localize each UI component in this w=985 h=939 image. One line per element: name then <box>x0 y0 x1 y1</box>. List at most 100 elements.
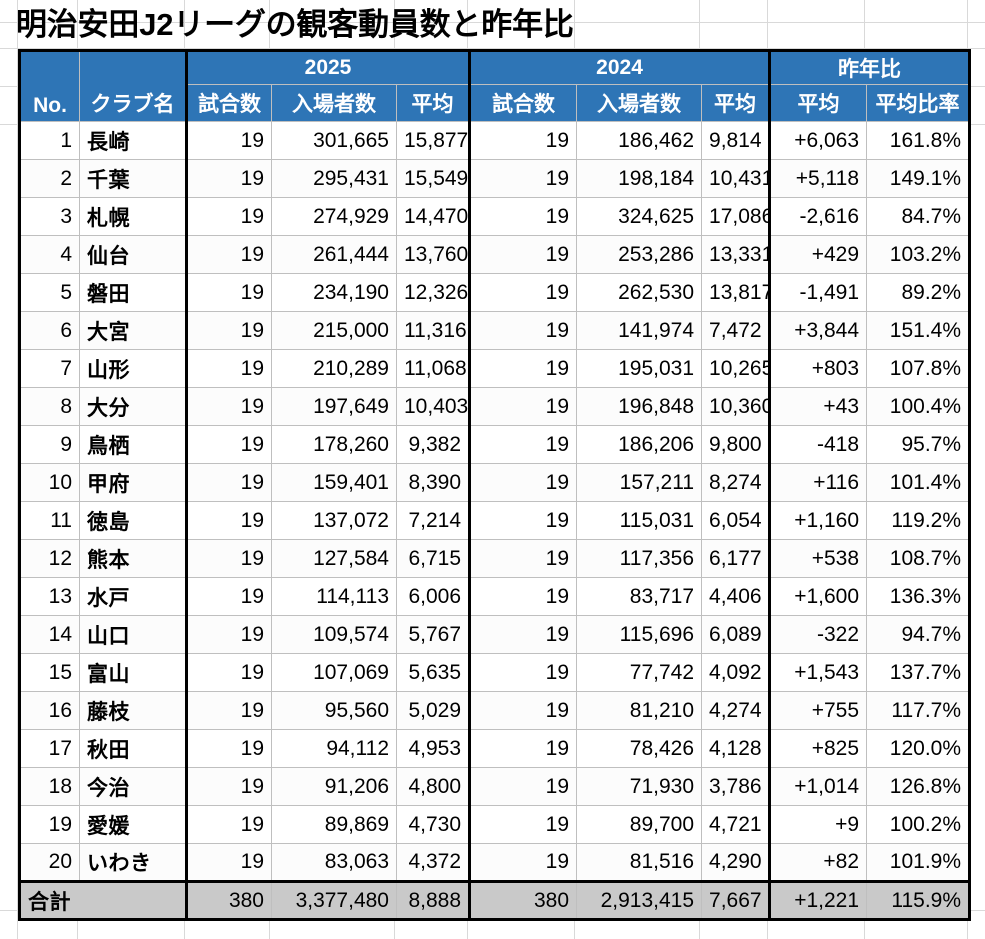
cell-2024-matches: 19 <box>468 615 578 654</box>
col-header-2024-attendance: 入場者数 <box>576 84 703 122</box>
cell-2024-matches: 19 <box>468 349 578 388</box>
cell-2024-attendance: 77,742 <box>576 653 703 692</box>
cell-2025-average: 12,326 <box>395 273 471 312</box>
cell-2024-average: 17,086 <box>701 197 771 236</box>
total-2024-matches: 380 <box>468 881 578 921</box>
table-row: 13 水戸 19 114,113 6,006 19 83,717 4,406 +1,600 136… <box>18 577 972 616</box>
total-label: 合計 <box>18 881 187 921</box>
table-row: 5 磐田 19 234,190 12,326 19 262,530 13,817 -1,491 8… <box>18 273 972 312</box>
cell-2025-attendance: 109,574 <box>271 615 397 654</box>
cell-club: 徳島 <box>79 501 187 540</box>
total-2024-average: 7,667 <box>701 881 771 921</box>
cell-yoy-average: +82 <box>768 843 868 883</box>
table-row: 3 札幌 19 274,929 14,470 19 324,625 17,086 -2,616 8… <box>18 197 972 236</box>
table-row: 14 山口 19 109,574 5,767 19 115,696 6,089 -322 94.7… <box>18 615 972 654</box>
col-header-club: クラブ名 <box>79 49 187 122</box>
cell-2025-matches: 19 <box>185 577 272 616</box>
cell-2024-average: 6,089 <box>701 615 771 654</box>
cell-2025-attendance: 127,584 <box>271 539 397 578</box>
cell-2024-attendance: 196,848 <box>576 387 703 426</box>
cell-yoy-ratio: 136.3% <box>866 577 972 616</box>
cell-2025-average: 9,382 <box>395 425 471 464</box>
cell-2025-matches: 19 <box>185 349 272 388</box>
cell-2024-attendance: 83,717 <box>576 577 703 616</box>
cell-yoy-ratio: 95.7% <box>866 425 972 464</box>
cell-no: 18 <box>18 767 80 806</box>
cell-club: 磐田 <box>79 273 187 312</box>
cell-2024-matches: 19 <box>468 425 578 464</box>
cell-2024-attendance: 78,426 <box>576 729 703 768</box>
cell-club: 水戸 <box>79 577 187 616</box>
cell-yoy-average: +5,118 <box>768 159 868 198</box>
cell-2025-matches: 19 <box>185 501 272 540</box>
cell-2025-attendance: 234,190 <box>271 273 397 312</box>
table-body: 1 長崎 19 301,665 15,877 19 186,462 9,814 +6,063 16… <box>18 121 972 921</box>
cell-2024-average: 4,406 <box>701 577 771 616</box>
cell-club: 鳥栖 <box>79 425 187 464</box>
cell-club: 愛媛 <box>79 805 187 844</box>
col-header-yoy-average: 平均 <box>768 84 868 122</box>
cell-2025-average: 6,006 <box>395 577 471 616</box>
cell-2024-average: 9,800 <box>701 425 771 464</box>
cell-yoy-ratio: 137.7% <box>866 653 972 692</box>
cell-club: 長崎 <box>79 121 187 160</box>
cell-yoy-average: +116 <box>768 463 868 502</box>
total-2024-attendance: 2,913,415 <box>576 881 703 921</box>
cell-no: 20 <box>18 843 80 883</box>
cell-2024-average: 6,177 <box>701 539 771 578</box>
cell-no: 15 <box>18 653 80 692</box>
cell-yoy-ratio: 117.7% <box>866 691 972 730</box>
cell-yoy-average: +538 <box>768 539 868 578</box>
cell-2025-attendance: 274,929 <box>271 197 397 236</box>
table-header: No. クラブ名 2025 2024 昨年比 試合数 入場者数 平均 試合数 入… <box>18 49 972 122</box>
cell-2024-attendance: 262,530 <box>576 273 703 312</box>
cell-2025-matches: 19 <box>185 235 272 274</box>
cell-2025-attendance: 137,072 <box>271 501 397 540</box>
table-row: 18 今治 19 91,206 4,800 19 71,930 3,786 +1,014 126.… <box>18 767 972 806</box>
cell-club: 富山 <box>79 653 187 692</box>
cell-2025-attendance: 95,560 <box>271 691 397 730</box>
cell-yoy-average: +6,063 <box>768 121 868 160</box>
table-row: 7 山形 19 210,289 11,068 19 195,031 10,265 +803 107… <box>18 349 972 388</box>
cell-yoy-average: +803 <box>768 349 868 388</box>
table-row: 6 大宮 19 215,000 11,316 19 141,974 7,472 +3,844 15… <box>18 311 972 350</box>
cell-2024-attendance: 89,700 <box>576 805 703 844</box>
cell-2024-attendance: 81,516 <box>576 843 703 883</box>
cell-2024-average: 4,128 <box>701 729 771 768</box>
cell-yoy-ratio: 108.7% <box>866 539 972 578</box>
cell-2025-attendance: 197,649 <box>271 387 397 426</box>
cell-2025-average: 4,730 <box>395 805 471 844</box>
cell-yoy-average: +825 <box>768 729 868 768</box>
cell-2025-attendance: 215,000 <box>271 311 397 350</box>
attendance-table: No. クラブ名 2025 2024 昨年比 試合数 入場者数 平均 試合数 入… <box>18 49 972 921</box>
cell-club: 山口 <box>79 615 187 654</box>
cell-yoy-ratio: 94.7% <box>866 615 972 654</box>
cell-2024-attendance: 253,286 <box>576 235 703 274</box>
cell-club: いわき <box>79 843 187 883</box>
cell-yoy-average: +1,543 <box>768 653 868 692</box>
cell-2024-matches: 19 <box>468 577 578 616</box>
cell-no: 13 <box>18 577 80 616</box>
cell-2024-matches: 19 <box>468 539 578 578</box>
table-row: 17 秋田 19 94,112 4,953 19 78,426 4,128 +825 120.0% <box>18 729 972 768</box>
cell-2025-matches: 19 <box>185 539 272 578</box>
cell-2024-matches: 19 <box>468 159 578 198</box>
cell-2025-attendance: 301,665 <box>271 121 397 160</box>
cell-2024-average: 4,290 <box>701 843 771 883</box>
total-2025-average: 8,888 <box>395 881 471 921</box>
total-yoy-average: +1,221 <box>768 881 868 921</box>
cell-2024-matches: 19 <box>468 273 578 312</box>
cell-2024-average: 3,786 <box>701 767 771 806</box>
cell-2025-matches: 19 <box>185 729 272 768</box>
cell-2024-attendance: 198,184 <box>576 159 703 198</box>
cell-no: 2 <box>18 159 80 198</box>
table-row: 8 大分 19 197,649 10,403 19 196,848 10,360 +43 100.… <box>18 387 972 426</box>
cell-2025-matches: 19 <box>185 159 272 198</box>
cell-yoy-average: +429 <box>768 235 868 274</box>
cell-2024-average: 13,331 <box>701 235 771 274</box>
cell-2025-average: 5,767 <box>395 615 471 654</box>
cell-2024-matches: 19 <box>468 653 578 692</box>
cell-2025-matches: 19 <box>185 805 272 844</box>
cell-2025-matches: 19 <box>185 767 272 806</box>
cell-club: 大分 <box>79 387 187 426</box>
